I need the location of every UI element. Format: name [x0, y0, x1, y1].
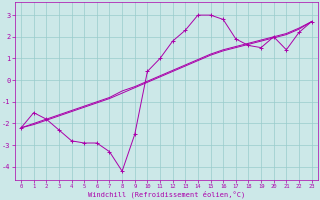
X-axis label: Windchill (Refroidissement éolien,°C): Windchill (Refroidissement éolien,°C) — [88, 190, 245, 198]
